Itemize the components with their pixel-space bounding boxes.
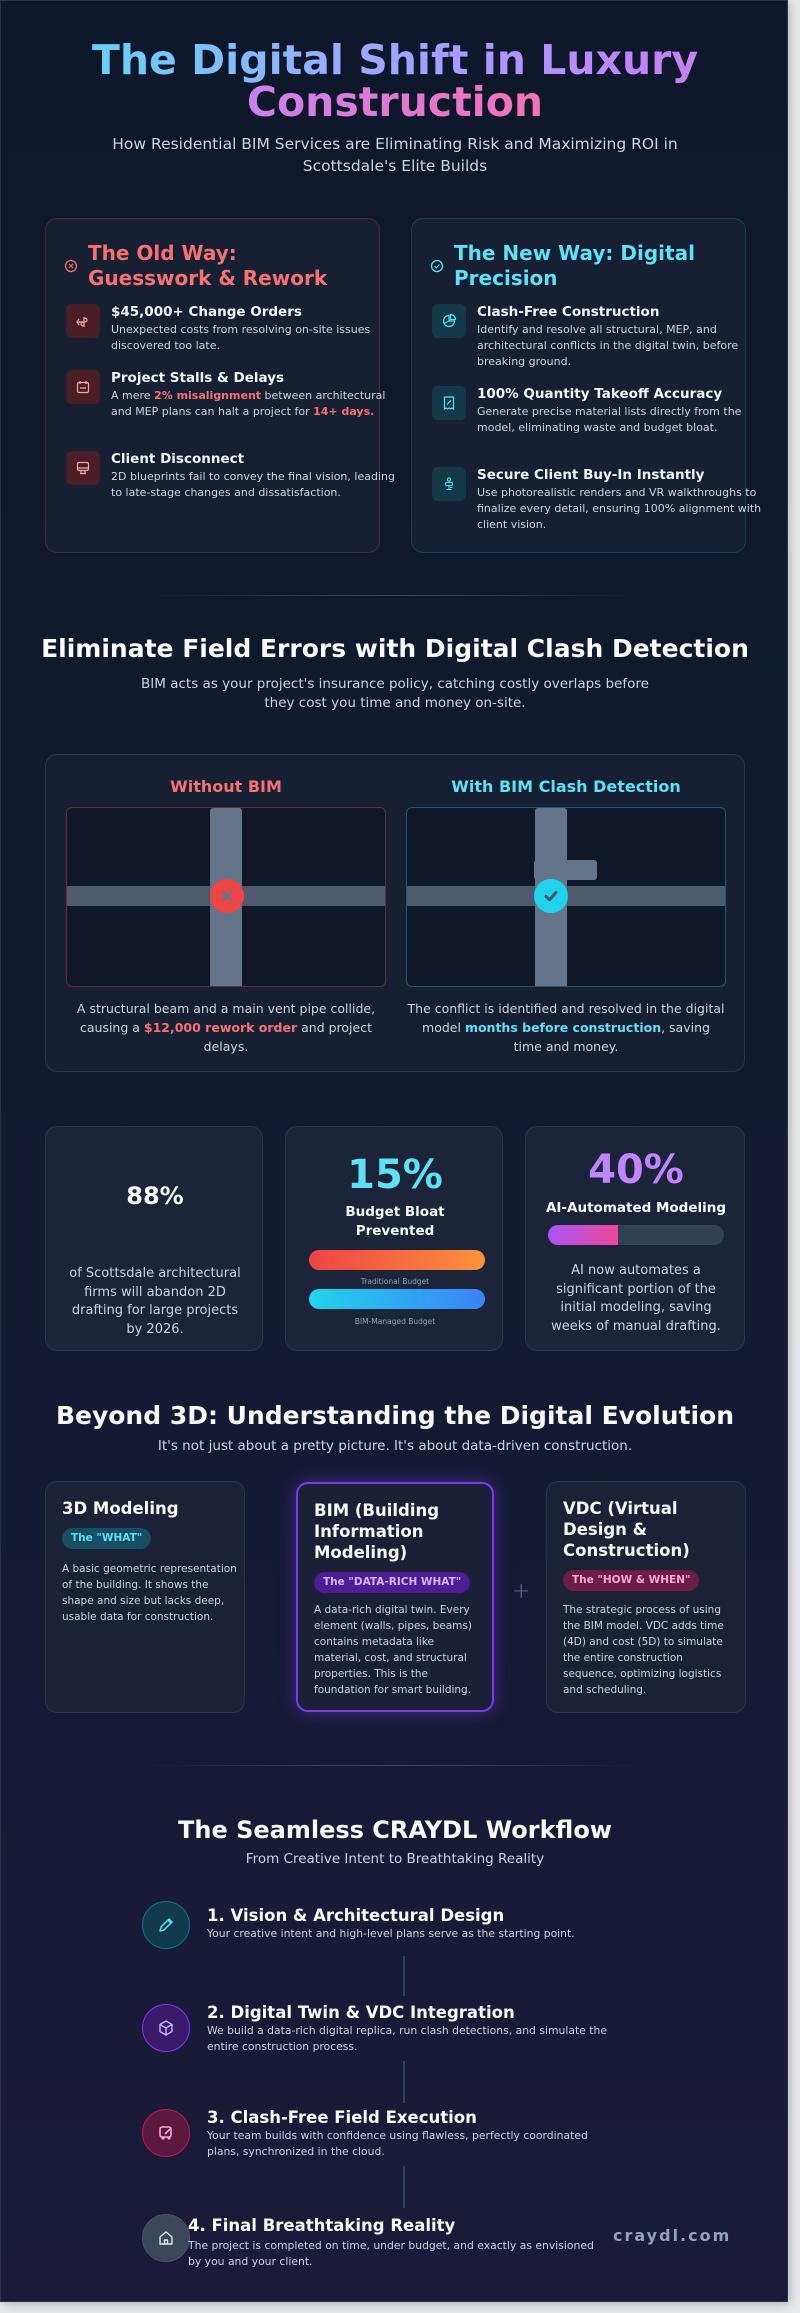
home-icon [142,2214,190,2262]
plus-separator: + [512,1579,531,1604]
x-mark-icon [210,879,244,913]
with-bim-diagram [406,807,726,987]
traditional-budget-bar [309,1250,485,1270]
clash-comparison-card: Without BIM A structural beam and a main… [45,754,745,1072]
stat-value: 40% [588,1147,684,1193]
item-title: Clash-Free Construction [477,304,660,320]
item-title: Project Stalls & Delays [111,370,285,386]
section-divider [141,1765,649,1766]
step-desc: Your creative intent and high-level plan… [207,1927,575,1940]
section-divider [141,595,649,596]
money-flying-icon [66,304,100,338]
pie-chart-icon [432,304,466,338]
item-title: Secure Client Buy-In Instantly [477,467,705,483]
evo-desc: The strategic process of using the BIM m… [563,1604,724,1696]
item-desc: Use photorealistic renders and VR walkth… [477,486,762,531]
truck-check-icon [142,2109,190,2157]
with-bim-desc: The conflict is identified and resolved … [407,1001,725,1054]
step-connector [403,2166,405,2208]
evo-title: 3D Modeling [62,1499,179,1518]
step-desc: The project is completed on time, under … [188,2239,594,2268]
step-title: 1. Vision & Architectural Design [207,1906,505,1925]
item-desc: Generate precise material lists directly… [477,405,742,434]
highlight-days: 14+ days. [313,405,375,418]
ai-progress-track [548,1225,724,1245]
step-desc: Your team builds with confidence using f… [207,2129,588,2158]
bar-label: Traditional Budget [360,1277,430,1286]
stat-desc: AI now automates a significant portion o… [551,1263,721,1334]
pipe-reroute [534,860,597,880]
stat-value: 15% [347,1152,443,1198]
stat-label: AI-Automated Modeling [545,1200,727,1216]
old-way-card: The Old Way: Guesswork & Rework $45,000+… [45,218,395,553]
new-way-card: The New Way: Digital Precision Clash-Fre… [411,218,761,553]
evo-card-vdc: VDC (Virtual Design & Construction) The … [546,1481,746,1713]
check-circle-icon [430,259,444,273]
item-title: $45,000+ Change Orders [111,304,302,320]
step-title: 3. Clash-Free Field Execution [207,2108,477,2127]
stat-card-40: 40% AI-Automated Modeling AI now automat… [525,1126,745,1351]
clash-section-subtitle: BIM acts as your project's insurance pol… [141,676,649,711]
item-desc: 2D blueprints fail to convey the final v… [111,470,395,499]
new-way-title: The New Way: Digital Precision [454,241,695,290]
cube-icon [142,2004,190,2052]
receipt-percent-icon [432,386,466,420]
hero-title: The Digital Shift in Luxury Construction [91,36,699,126]
evo-desc: A basic geometric representation of the … [62,1563,237,1623]
step-desc: We build a data-rich digital replica, ru… [207,2024,607,2053]
evo-desc: A data-rich digital twin. Every element … [314,1604,472,1696]
ai-progress-fill [548,1225,619,1245]
clash-section-title: Eliminate Field Errors with Digital Clas… [41,634,749,663]
x-circle-icon [64,259,78,273]
item-title: Client Disconnect [111,451,245,467]
stat-card-88: 88% of Scottsdale architectural firms wi… [45,1126,263,1351]
stat-desc: of Scottsdale architectural firms will a… [69,1266,241,1337]
old-way-title: The Old Way: Guesswork & Rework [88,241,328,290]
evo-pill: The "WHAT" [62,1528,152,1549]
highlight-misalignment: 2% misalignment [154,389,262,402]
evolution-subtitle: It's not just about a pretty picture. It… [157,1438,633,1454]
workflow-subtitle: From Creative Intent to Breathtaking Rea… [245,1851,545,1867]
evo-pill: The "HOW & WHEN" [563,1570,700,1591]
step-connector [403,2061,405,2103]
checkmark-icon [534,879,568,913]
hero-subtitle: How Residential BIM Services are Elimina… [112,135,678,175]
item-title: 100% Quantity Takeoff Accuracy [477,386,723,402]
without-bim-diagram [66,807,386,987]
stat-label: Budget Bloat Prevented [345,1204,445,1239]
bar-label: BIM-Managed Budget [354,1317,436,1326]
evo-title: BIM (Building Information Modeling) [314,1501,440,1562]
stat-card-15: 15% Budget Bloat Prevented Traditional B… [285,1126,503,1351]
step-title: 2. Digital Twin & VDC Integration [207,2003,515,2022]
step-connector [403,1956,405,1996]
with-bim-label: With BIM Clash Detection [451,777,681,796]
person-vr-icon [432,467,466,501]
evolution-title: Beyond 3D: Understanding the Digital Evo… [55,1401,735,1430]
evo-card-3d-modeling: 3D Modeling The "WHAT" A basic geometric… [45,1481,245,1713]
brand-watermark: craydl.com [613,2226,732,2245]
item-desc: Unexpected costs from resolving on-site … [111,323,371,352]
stat-value: 88% [126,1182,184,1210]
pencil-icon [142,1901,190,1949]
highlight-rework: $12,000 rework order [143,1020,298,1035]
item-desc: Identify and resolve all structural, MEP… [477,323,739,368]
step-title: 4. Final Breathtaking Reality [188,2216,456,2235]
monitor-icon [66,451,100,485]
highlight-months: months before construction [464,1020,662,1035]
evo-pill: The "DATA-RICH WHAT" [314,1572,471,1593]
calendar-icon [66,370,100,404]
workflow-title: The Seamless CRAYDL Workflow [178,1816,612,1844]
evo-title: VDC (Virtual Design & Construction) [563,1499,690,1560]
without-bim-label: Without BIM [170,777,282,796]
bim-budget-bar [309,1289,485,1309]
evo-card-bim: BIM (Building Information Modeling) The … [296,1482,494,1712]
item-desc: A mere 2% misalignment between architect… [111,389,386,418]
without-bim-desc: A structural beam and a main vent pipe c… [76,1001,376,1054]
